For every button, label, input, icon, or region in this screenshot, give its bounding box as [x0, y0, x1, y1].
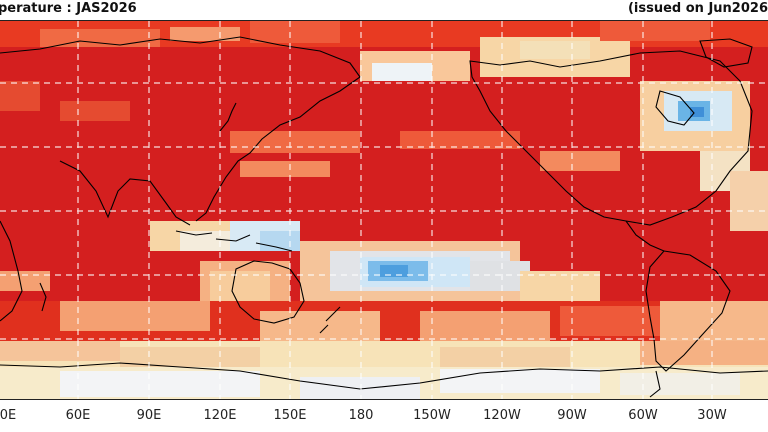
coastlines: [0, 36, 768, 398]
forecast-map: [0, 20, 768, 400]
longitude-tick: 60E: [65, 408, 91, 423]
longitude-tick: 180: [348, 408, 374, 423]
temperature-anomaly-map: [0, 21, 768, 399]
longitude-tick: 90W: [557, 408, 587, 423]
longitude-tick: 120W: [483, 408, 521, 423]
longitude-tick: 150E: [273, 408, 307, 423]
issued-date: (issued on Jun2026: [627, 1, 768, 16]
longitude-tick: 150W: [413, 408, 451, 423]
anomaly-patches: [0, 21, 768, 399]
graticule: [0, 21, 768, 399]
longitude-tick: 0E: [0, 408, 17, 423]
longitude-tick: 120E: [203, 408, 237, 423]
map-title: perature : JAS2026: [0, 1, 137, 16]
longitude-axis: 0E 60E 90E 120E 150E 180 150W 120W 90W 6…: [0, 400, 768, 432]
longitude-tick: 90E: [136, 408, 162, 423]
longitude-tick: 30W: [697, 408, 727, 423]
longitude-tick: 60W: [628, 408, 658, 423]
map-header: perature : JAS2026 (issued on Jun2026: [0, 0, 768, 20]
